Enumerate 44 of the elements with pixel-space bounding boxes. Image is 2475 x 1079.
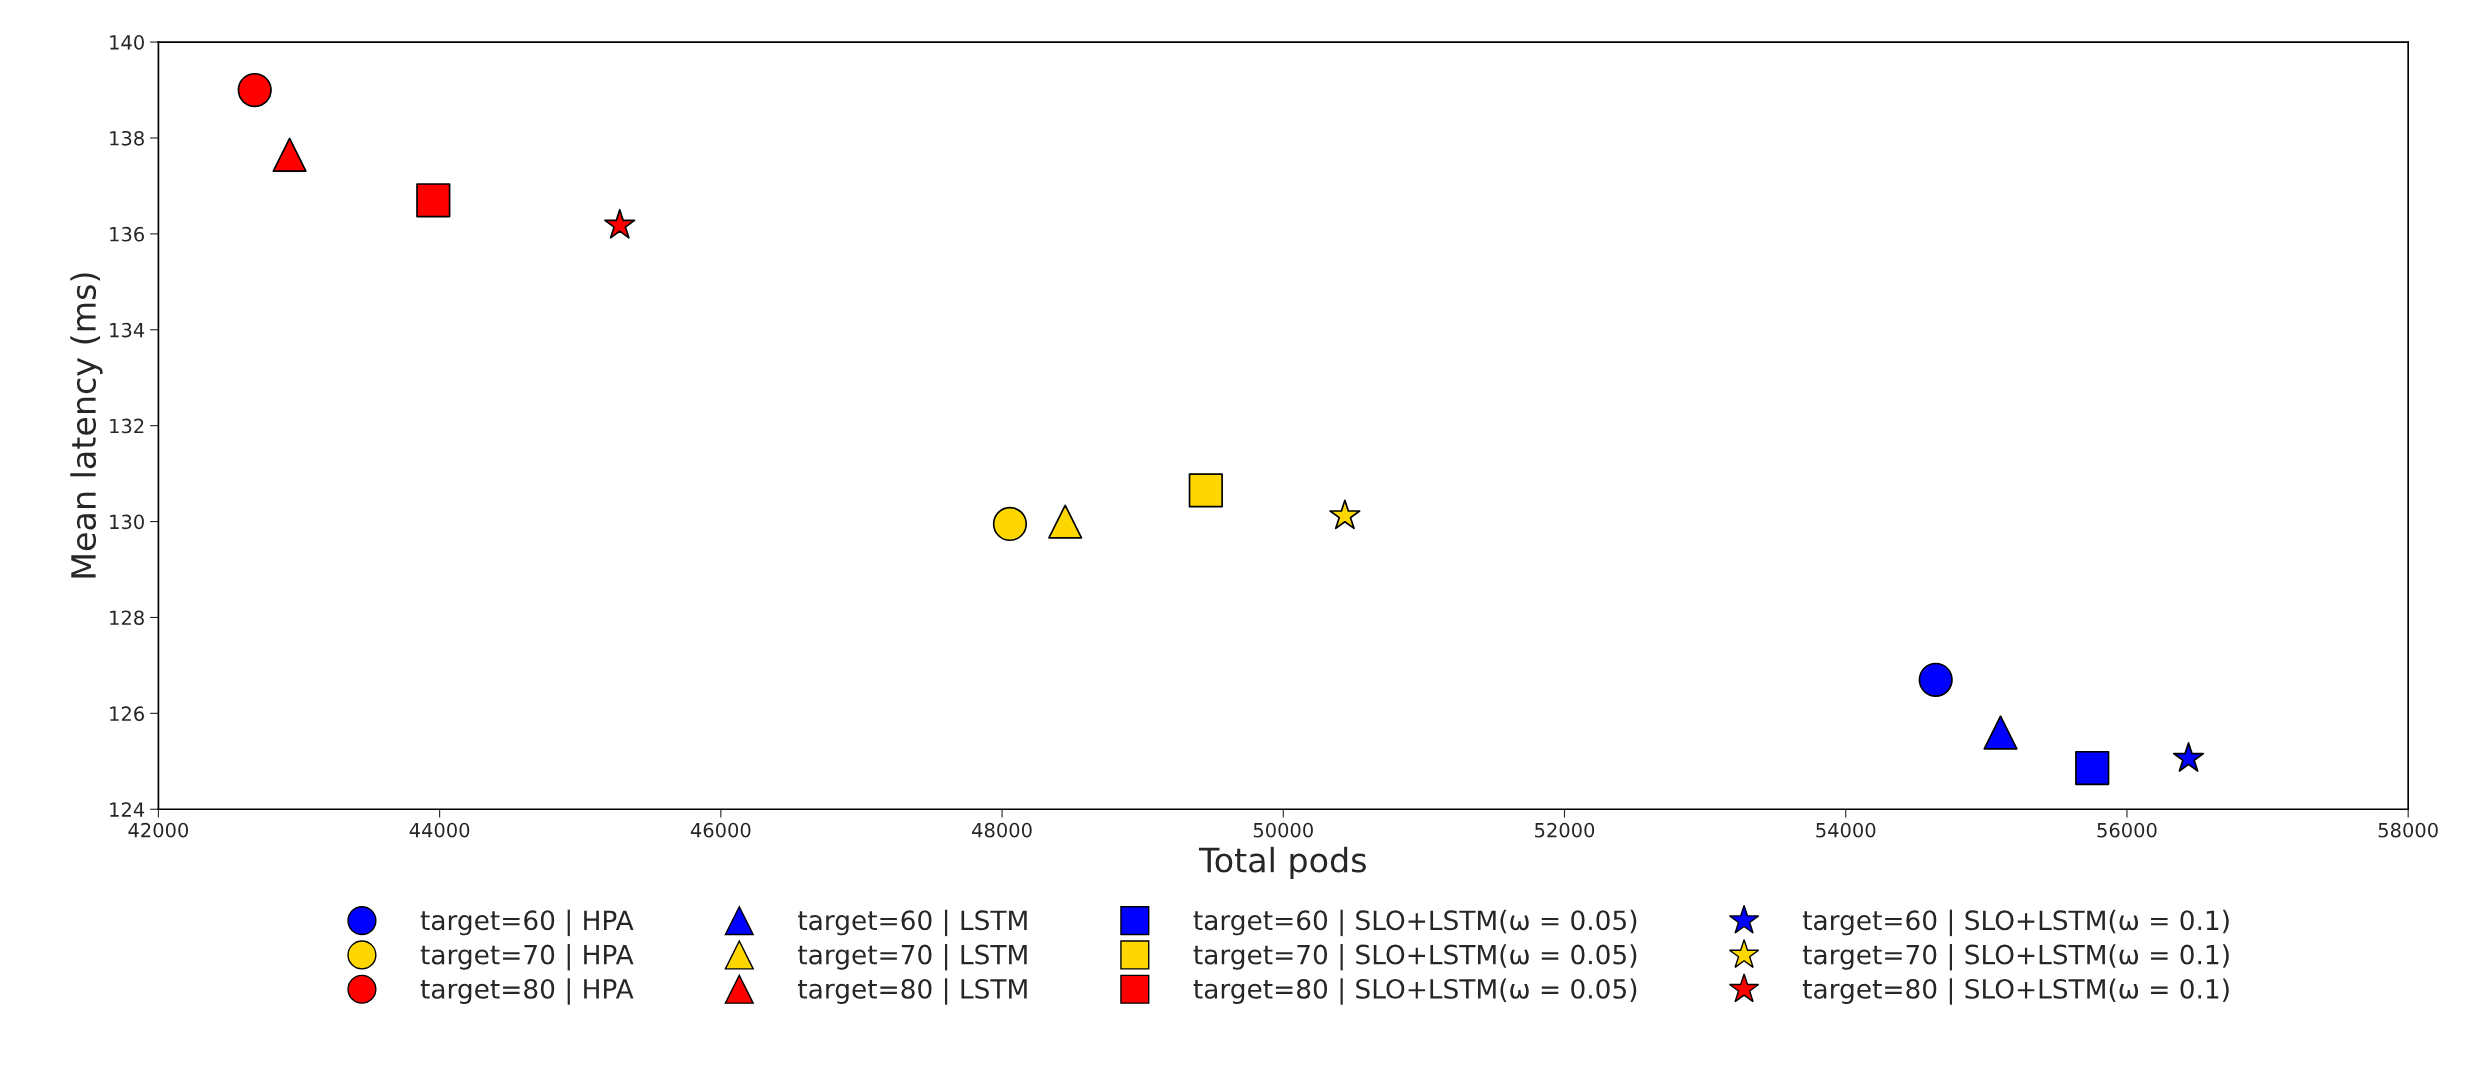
y-tick-label: 136 xyxy=(110,226,144,242)
x-tick-label: 56000 xyxy=(2097,822,2157,838)
point xyxy=(2172,742,2205,772)
legend-label: target=80 | HPA xyxy=(420,978,634,1005)
x-tick-label: 46000 xyxy=(690,822,751,838)
point xyxy=(2075,750,2110,786)
y-axis-title: Mean latency (ms) xyxy=(70,273,103,578)
legend-label: target=70 | HPA xyxy=(420,944,634,971)
y-tick-label: 128 xyxy=(110,610,144,626)
point xyxy=(272,137,307,172)
legend-label: target=70 | LSTM xyxy=(798,944,1027,971)
legend-label: target=60 | HPA xyxy=(420,909,634,937)
y-tick-label: 126 xyxy=(110,706,144,722)
y-tick-label: 134 xyxy=(110,322,145,338)
point xyxy=(1048,504,1083,539)
point xyxy=(604,208,636,239)
x-tick-label: 42000 xyxy=(128,822,189,838)
x-tick-label: 50000 xyxy=(1253,822,1313,838)
y-tick-label: 140 xyxy=(110,35,144,50)
legend-label: target=70 | SLO+LSTM(ω = 0.1) xyxy=(1802,944,2229,971)
x-tick-label: 44000 xyxy=(409,822,470,838)
legend-label: target=80 | SLO+LSTM(ω = 0.1) xyxy=(1802,978,2229,1005)
point xyxy=(992,506,1028,542)
x-axis-title: Total pods xyxy=(1198,846,1366,880)
legend-label: target=60 | SLO+LSTM(ω = 0.1) xyxy=(1802,909,2229,937)
point xyxy=(1918,662,1953,697)
x-tick-label: 52000 xyxy=(1535,822,1595,838)
point xyxy=(1188,473,1223,508)
legend-label: target=60 | LSTM xyxy=(798,909,1027,937)
y-tick-label: 132 xyxy=(110,418,144,434)
y-tick-label: 130 xyxy=(110,514,144,530)
y-tick-label: 124 xyxy=(110,802,145,817)
x-tick-label: 58000 xyxy=(2378,822,2438,838)
legend-label: target=80 | LSTM xyxy=(798,978,1027,1005)
point xyxy=(416,183,451,218)
x-tick-label: 54000 xyxy=(1816,822,1876,838)
legend-label: target=60 | SLO+LSTM(ω = 0.05) xyxy=(1193,909,1637,937)
legend-label: target=70 | SLO+LSTM(ω = 0.05) xyxy=(1193,944,1637,971)
point xyxy=(1329,499,1361,530)
legend-label: target=80 | SLO+LSTM(ω = 0.05) xyxy=(1193,978,1637,1005)
y-tick-label: 138 xyxy=(110,130,144,146)
point xyxy=(1983,715,2018,750)
point xyxy=(237,72,272,108)
x-tick-label: 48000 xyxy=(972,822,1032,838)
